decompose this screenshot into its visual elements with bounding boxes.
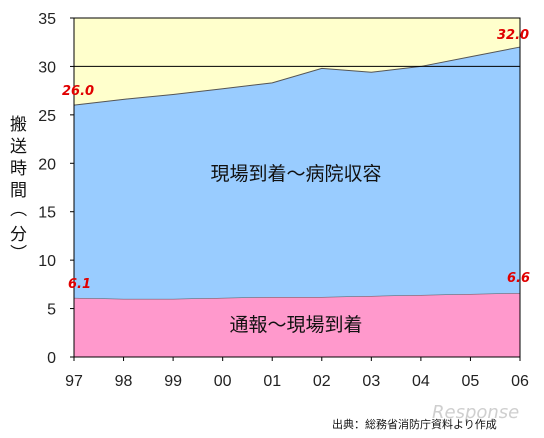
y-tick-label: 10	[38, 253, 56, 270]
y-tick-label: 0	[47, 350, 56, 367]
ylabel-char-4: （	[7, 200, 27, 217]
x-tick-label: 00	[214, 373, 232, 390]
x-tick-label: 01	[263, 373, 281, 390]
x-tick-label: 97	[65, 373, 83, 390]
x-tick-label: 04	[412, 373, 430, 390]
x-tick-label: 05	[462, 373, 480, 390]
ylabel-char-1: 送	[10, 137, 27, 157]
ylabel-char-0: 搬	[10, 115, 27, 135]
y-axis-ticks: 0 5 10 15 20 25 30 35	[38, 11, 74, 367]
ylabel-char-5: 分	[10, 225, 27, 245]
x-tick-label: 98	[115, 373, 133, 390]
data-label-first-bottom: 6.1	[68, 277, 91, 292]
x-tick-label: 99	[164, 373, 182, 390]
source-note: 出典：総務省消防庁資料より作成	[332, 417, 497, 431]
y-tick-label: 5	[47, 302, 56, 319]
series-top-line-1	[73, 46, 521, 106]
watermark-logo: Response	[432, 402, 519, 423]
x-tick-label: 06	[511, 373, 529, 390]
data-label-last-total: 32.0	[497, 28, 529, 43]
y-tick-label: 30	[38, 59, 56, 76]
plot-frame	[73, 17, 521, 358]
plot-area	[73, 17, 521, 358]
y-axis-label: 搬 送 時 間 （ 分 ）	[7, 115, 27, 261]
x-tick-label: 03	[362, 373, 380, 390]
ylabel-char-6: ）	[7, 244, 27, 261]
area-series-1	[74, 47, 520, 299]
y-tick-label: 35	[38, 11, 56, 28]
ylabel-char-3: 間	[10, 181, 27, 201]
x-tick-label: 02	[313, 373, 331, 390]
area-series-0	[74, 293, 520, 357]
series-label-top: 現場到着〜病院収容	[210, 163, 381, 185]
ylabel-char-2: 時	[10, 159, 27, 179]
series-label-bottom: 通報〜現場到着	[229, 314, 362, 336]
y-tick-label: 25	[38, 108, 56, 125]
data-label-first-total: 26.0	[62, 84, 94, 99]
data-label-last-bottom: 6.6	[507, 271, 530, 286]
y-tick-label: 15	[38, 205, 56, 222]
x-axis-ticks: 97 98 99 00 01 02 03 04 05 06	[65, 357, 529, 390]
y-tick-label: 20	[38, 156, 56, 173]
